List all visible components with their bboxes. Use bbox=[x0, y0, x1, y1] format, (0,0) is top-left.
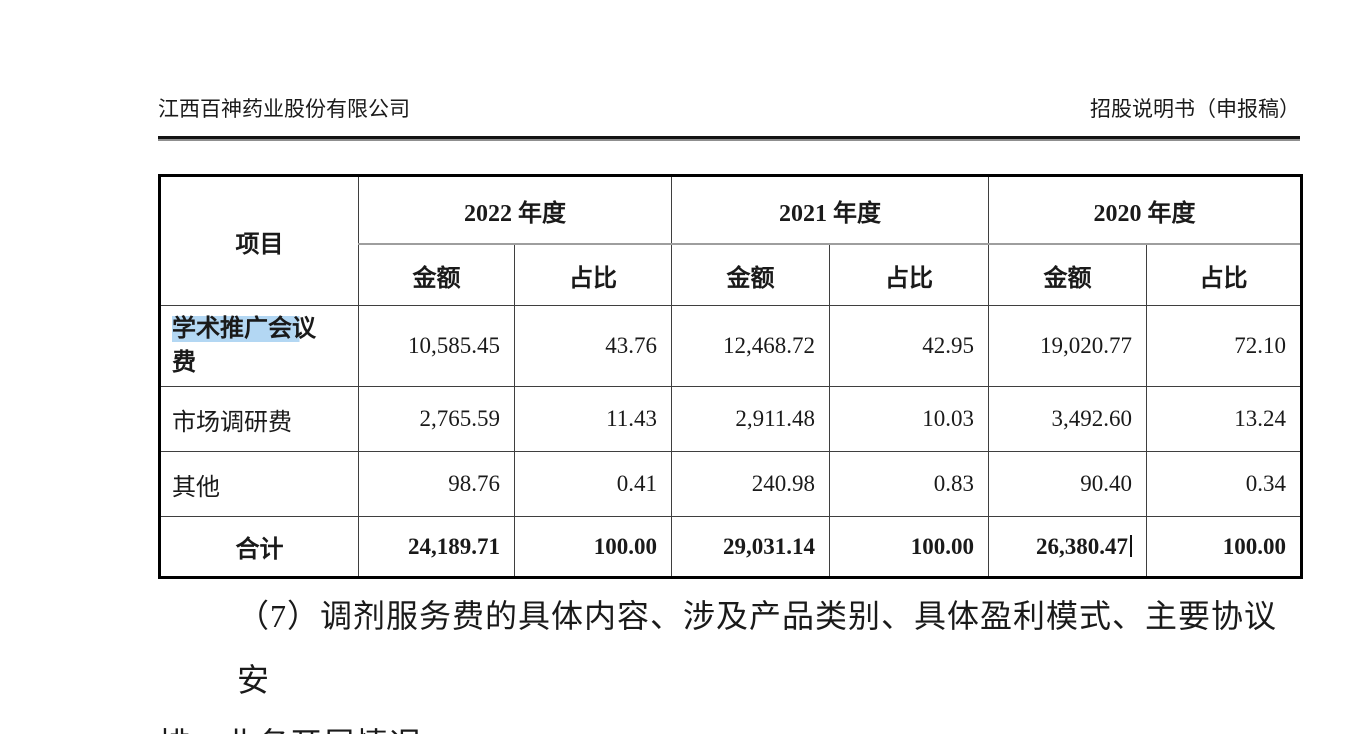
cell-total-amount-2020: 26,380.47 bbox=[988, 516, 1147, 578]
col-header-item: 项目 bbox=[159, 175, 359, 306]
row-label-academic-promotion: 学术推广会议费 bbox=[159, 305, 359, 387]
col-header-ratio-2020: 占比 bbox=[1146, 243, 1302, 306]
section-heading-line2: 排、业务开展情况 bbox=[158, 712, 1300, 734]
col-header-amount-2022: 金额 bbox=[358, 243, 515, 306]
cell-amount-2021: 2,911.48 bbox=[671, 386, 830, 452]
cell-total-amount-2022: 24,189.71 bbox=[358, 516, 515, 578]
cell-amount-2020: 3,492.60 bbox=[988, 386, 1147, 452]
cell-ratio-2021: 42.95 bbox=[829, 305, 989, 387]
row-label-total: 合计 bbox=[159, 516, 359, 578]
selection-highlight: 学术推广会 bbox=[172, 316, 292, 342]
section-heading-line1: （7）调剂服务费的具体内容、涉及产品类别、具体盈利模式、主要协议安 bbox=[237, 598, 1278, 698]
cell-ratio-2020: 72.10 bbox=[1146, 305, 1302, 387]
table-row-market-research: 市场调研费 2,765.59 11.43 2,911.48 10.03 3,49… bbox=[159, 386, 1302, 452]
cell-amount-2022: 2,765.59 bbox=[358, 386, 515, 452]
cell-ratio-2021: 10.03 bbox=[829, 386, 989, 452]
cell-total-amount-2021: 29,031.14 bbox=[671, 516, 830, 578]
cell-amount-2020: 90.40 bbox=[988, 451, 1147, 517]
cell-ratio-2021: 0.83 bbox=[829, 451, 989, 517]
col-header-ratio-2022: 占比 bbox=[514, 243, 672, 306]
cell-ratio-2020: 13.24 bbox=[1146, 386, 1302, 452]
col-header-amount-2021: 金额 bbox=[671, 243, 830, 306]
row-label-market-research: 市场调研费 bbox=[159, 386, 359, 452]
cell-amount-2021: 240.98 bbox=[671, 451, 830, 517]
cell-amount-2020: 19,020.77 bbox=[988, 305, 1147, 387]
page-header: 江西百神药业股份有限公司 招股说明书（申报稿） bbox=[158, 0, 1300, 123]
cell-ratio-2022: 0.41 bbox=[514, 451, 672, 517]
cell-ratio-2022: 43.76 bbox=[514, 305, 672, 387]
cell-total-ratio-2022: 100.00 bbox=[514, 516, 672, 578]
section-heading: （7）调剂服务费的具体内容、涉及产品类别、具体盈利模式、主要协议安 排、业务开展… bbox=[158, 584, 1300, 734]
cell-total-ratio-2021: 100.00 bbox=[829, 516, 989, 578]
col-header-2021: 2021 年度 bbox=[671, 175, 989, 245]
cell-total-ratio-2020: 100.00 bbox=[1146, 516, 1302, 578]
cell-amount-2022: 98.76 bbox=[358, 451, 515, 517]
table-header-years: 项目 2022 年度 2021 年度 2020 年度 bbox=[159, 175, 1302, 306]
table-row-other: 其他 98.76 0.41 240.98 0.83 90.40 0.34 bbox=[159, 451, 1302, 517]
cell-amount-2022: 10,585.45 bbox=[358, 305, 515, 387]
cell-ratio-2020: 0.34 bbox=[1146, 451, 1302, 517]
expense-table: 项目 2022 年度 2021 年度 2020 年度 金额 占比 金额 占比 金… bbox=[158, 174, 1303, 579]
table-row-academic-promotion: 学术推广会议费 10,585.45 43.76 12,468.72 42.95 … bbox=[159, 305, 1302, 387]
company-name: 江西百神药业股份有限公司 bbox=[158, 97, 410, 121]
text-cursor bbox=[1130, 535, 1132, 558]
col-header-2020: 2020 年度 bbox=[988, 175, 1302, 245]
table-row-total: 合计 24,189.71 100.00 29,031.14 100.00 26,… bbox=[159, 516, 1302, 578]
col-header-2022: 2022 年度 bbox=[358, 175, 672, 245]
doc-type-label: 招股说明书（申报稿） bbox=[1090, 97, 1300, 121]
header-rule bbox=[158, 136, 1300, 141]
cell-ratio-2022: 11.43 bbox=[514, 386, 672, 452]
row-label-other: 其他 bbox=[159, 451, 359, 517]
col-header-amount-2020: 金额 bbox=[988, 243, 1147, 306]
col-header-ratio-2021: 占比 bbox=[829, 243, 989, 306]
cell-amount-2021: 12,468.72 bbox=[671, 305, 830, 387]
